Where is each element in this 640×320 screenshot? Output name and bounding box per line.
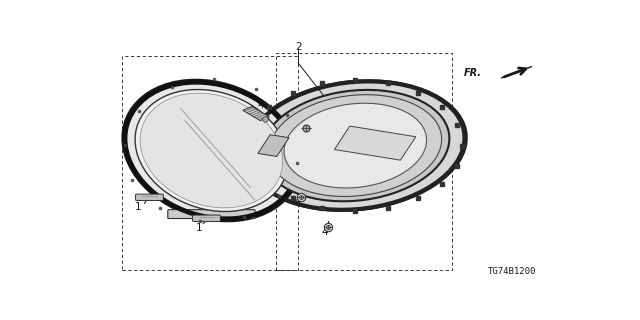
- Text: TG74B1200: TG74B1200: [487, 267, 536, 276]
- Text: FR.: FR.: [464, 68, 482, 78]
- Ellipse shape: [122, 80, 301, 221]
- Text: 4: 4: [258, 100, 264, 110]
- Ellipse shape: [135, 90, 288, 212]
- Bar: [276, 147, 452, 270]
- Ellipse shape: [269, 95, 442, 196]
- Text: 3: 3: [179, 103, 185, 113]
- Ellipse shape: [284, 103, 427, 188]
- Bar: [122, 56, 298, 270]
- Ellipse shape: [244, 80, 467, 211]
- Ellipse shape: [140, 93, 283, 208]
- Text: 1: 1: [134, 203, 141, 212]
- FancyBboxPatch shape: [193, 215, 220, 221]
- Polygon shape: [243, 107, 269, 121]
- Polygon shape: [335, 126, 416, 160]
- Bar: [276, 53, 452, 147]
- Text: 1: 1: [196, 223, 203, 233]
- FancyBboxPatch shape: [168, 210, 255, 219]
- Ellipse shape: [261, 90, 449, 201]
- Text: 4: 4: [322, 227, 328, 237]
- Polygon shape: [258, 135, 289, 156]
- Text: 2: 2: [295, 42, 301, 52]
- Text: 4: 4: [294, 196, 301, 205]
- FancyBboxPatch shape: [136, 194, 163, 201]
